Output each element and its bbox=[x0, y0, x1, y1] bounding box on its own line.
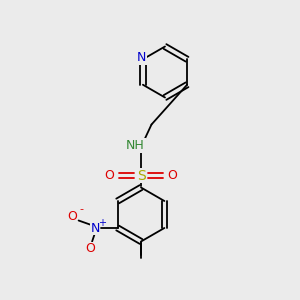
Text: O: O bbox=[168, 169, 177, 182]
Text: N: N bbox=[137, 51, 146, 64]
Text: +: + bbox=[98, 218, 106, 228]
Text: O: O bbox=[67, 209, 77, 223]
Text: NH: NH bbox=[126, 139, 145, 152]
Text: -: - bbox=[80, 204, 84, 214]
Text: O: O bbox=[105, 169, 114, 182]
Text: O: O bbox=[86, 242, 96, 256]
Text: N: N bbox=[90, 221, 100, 235]
Text: S: S bbox=[136, 169, 146, 182]
